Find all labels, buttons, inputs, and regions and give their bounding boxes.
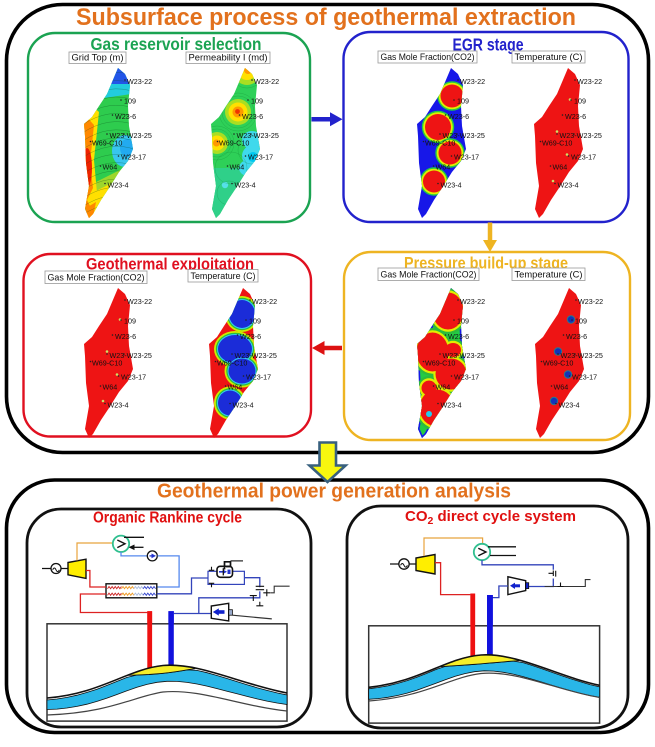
svg-text:W23-6: W23-6 [448,112,469,121]
svg-text:W23-W23-25: W23-W23-25 [443,351,485,360]
svg-text:Temperature (C): Temperature (C) [515,52,583,63]
svg-text:W64: W64 [103,163,118,172]
svg-text:W23-4: W23-4 [233,401,254,410]
svg-text:109: 109 [249,317,261,326]
svg-text:W23-22: W23-22 [127,297,152,306]
svg-text:W23-4: W23-4 [235,181,256,190]
svg-text:W23-W23-25: W23-W23-25 [560,131,602,140]
svg-text:Temperature (C): Temperature (C) [191,271,256,282]
svg-text:W64: W64 [436,163,451,172]
svg-text:W64: W64 [230,163,245,172]
svg-text:EGR stage: EGR stage [453,35,524,55]
svg-text:Temperature (C): Temperature (C) [515,270,583,281]
svg-text:W64: W64 [553,163,568,172]
svg-text:W23-22: W23-22 [460,297,485,306]
svg-text:W69-C10: W69-C10 [219,139,249,148]
svg-text:W23-6: W23-6 [565,112,586,121]
svg-text:W23-W23-25: W23-W23-25 [237,131,279,140]
svg-text:W23-22: W23-22 [578,297,603,306]
svg-text:109: 109 [124,317,136,326]
svg-text:109: 109 [457,97,469,106]
svg-text:W69-C10: W69-C10 [425,359,455,368]
svg-text:W23-6: W23-6 [566,332,587,341]
svg-text:W23-17: W23-17 [572,373,597,382]
svg-text:W23-22: W23-22 [254,77,279,86]
svg-text:109: 109 [124,97,136,106]
svg-text:W23-6: W23-6 [242,112,263,121]
svg-text:W23-6: W23-6 [115,112,136,121]
svg-text:W23-4: W23-4 [558,181,579,190]
svg-text:W64: W64 [228,383,243,392]
svg-text:W23-4: W23-4 [108,401,129,410]
svg-text:W23-22: W23-22 [127,77,152,86]
svg-text:W64: W64 [103,383,118,392]
svg-text:W23-6: W23-6 [115,332,136,341]
svg-text:W23-6: W23-6 [240,332,261,341]
svg-text:W23-W23-25: W23-W23-25 [235,351,277,360]
svg-text:Organic Rankine cycle: Organic Rankine cycle [93,510,242,527]
svg-text:W69-C10: W69-C10 [92,139,122,148]
svg-text:W64: W64 [436,383,451,392]
svg-text:Grid Top (m): Grid Top (m) [72,53,124,64]
svg-text:W23-22: W23-22 [577,77,602,86]
svg-text:W23-4: W23-4 [441,401,462,410]
svg-text:W23-17: W23-17 [121,153,146,162]
svg-text:W23-4: W23-4 [108,181,129,190]
svg-text:W23-17: W23-17 [454,373,479,382]
svg-text:CO2 direct cycle system: CO2 direct cycle system [405,508,576,527]
svg-text:W23-17: W23-17 [454,153,479,162]
svg-text:W23-17: W23-17 [571,153,596,162]
svg-text:W69-C10: W69-C10 [425,139,455,148]
svg-text:Gas Mole Fraction(CO2): Gas Mole Fraction(CO2) [48,273,145,284]
svg-text:W23-17: W23-17 [121,373,146,382]
svg-text:Gas reservoir selection: Gas reservoir selection [91,34,262,54]
svg-text:W23-W23-25: W23-W23-25 [110,351,152,360]
svg-text:W69-C10: W69-C10 [542,139,572,148]
svg-text:W69-C10: W69-C10 [217,359,247,368]
svg-text:W23-22: W23-22 [460,77,485,86]
svg-text:Permeability I (md): Permeability I (md) [189,53,268,64]
svg-text:W23-W23-25: W23-W23-25 [443,131,485,140]
svg-text:109: 109 [575,317,587,326]
svg-text:Subsurface process of geotherm: Subsurface process of geothermal extract… [76,4,576,31]
svg-text:Gas Mole Fraction(CO2): Gas Mole Fraction(CO2) [381,52,475,63]
svg-text:Geothermal exploitation: Geothermal exploitation [86,255,254,274]
svg-text:W64: W64 [554,383,569,392]
svg-text:W23-4: W23-4 [559,401,580,410]
svg-text:Geothermal power generation an: Geothermal power generation analysis [157,481,511,503]
svg-text:W23-W23-25: W23-W23-25 [110,131,152,140]
svg-text:W69-C10: W69-C10 [543,359,573,368]
svg-text:W69-C10: W69-C10 [92,359,122,368]
svg-text:Gas Mole Fraction(CO2): Gas Mole Fraction(CO2) [381,270,477,281]
svg-text:109: 109 [574,97,586,106]
svg-text:W23-17: W23-17 [248,153,273,162]
svg-text:W23-22: W23-22 [252,297,277,306]
svg-text:W23-W23-25: W23-W23-25 [561,351,603,360]
svg-text:109: 109 [251,97,263,106]
svg-text:W23-4: W23-4 [441,181,462,190]
svg-text:W23-6: W23-6 [448,332,469,341]
svg-text:W23-17: W23-17 [246,373,271,382]
svg-text:109: 109 [457,317,469,326]
